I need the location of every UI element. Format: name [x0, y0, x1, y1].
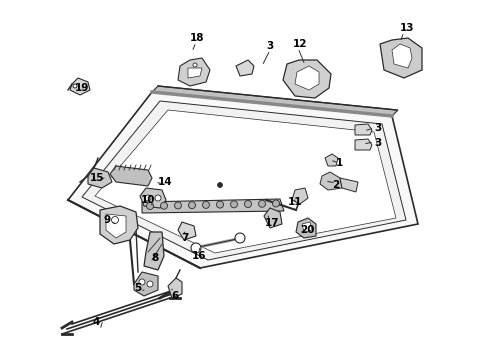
Polygon shape	[144, 232, 164, 270]
Circle shape	[230, 201, 238, 208]
Polygon shape	[302, 222, 312, 232]
Polygon shape	[340, 178, 358, 192]
Polygon shape	[188, 68, 202, 78]
Polygon shape	[292, 188, 308, 204]
Text: 3: 3	[374, 123, 382, 133]
Circle shape	[218, 183, 222, 188]
Polygon shape	[82, 101, 406, 260]
Text: 9: 9	[103, 215, 111, 225]
Polygon shape	[106, 214, 126, 238]
Circle shape	[139, 279, 145, 285]
Polygon shape	[295, 66, 319, 90]
Text: 7: 7	[181, 233, 189, 243]
Circle shape	[174, 202, 181, 209]
Polygon shape	[355, 124, 372, 135]
Text: 15: 15	[90, 173, 104, 183]
Circle shape	[259, 200, 266, 207]
Text: 16: 16	[192, 251, 206, 261]
Circle shape	[189, 202, 196, 209]
Circle shape	[147, 281, 153, 287]
Circle shape	[112, 216, 119, 224]
Circle shape	[245, 201, 251, 207]
Text: 11: 11	[288, 197, 302, 207]
Text: 19: 19	[75, 83, 89, 93]
Circle shape	[73, 84, 77, 88]
Text: 13: 13	[400, 23, 414, 33]
Polygon shape	[355, 139, 372, 150]
Text: 20: 20	[300, 225, 314, 235]
Polygon shape	[320, 172, 342, 190]
Polygon shape	[236, 60, 254, 76]
Polygon shape	[296, 218, 316, 238]
Polygon shape	[380, 38, 422, 78]
Polygon shape	[178, 222, 196, 240]
Polygon shape	[140, 188, 166, 208]
Polygon shape	[68, 92, 418, 268]
Polygon shape	[152, 86, 398, 116]
Text: 10: 10	[141, 195, 155, 205]
Text: 17: 17	[265, 218, 279, 228]
Text: 14: 14	[158, 177, 172, 187]
Polygon shape	[142, 199, 284, 213]
Text: 12: 12	[293, 39, 307, 49]
Circle shape	[202, 201, 210, 208]
Text: 3: 3	[374, 138, 382, 148]
Circle shape	[155, 195, 161, 201]
Text: 3: 3	[267, 41, 273, 51]
Circle shape	[272, 200, 279, 207]
Text: 1: 1	[335, 158, 343, 168]
Circle shape	[161, 202, 168, 209]
Circle shape	[145, 195, 151, 201]
Polygon shape	[392, 44, 412, 68]
Text: 2: 2	[332, 180, 340, 190]
Polygon shape	[100, 206, 138, 244]
Text: 6: 6	[172, 291, 179, 301]
Circle shape	[147, 202, 153, 210]
Polygon shape	[70, 78, 90, 95]
Polygon shape	[88, 168, 112, 188]
Circle shape	[193, 63, 197, 67]
Polygon shape	[178, 58, 210, 86]
Text: 8: 8	[151, 253, 159, 263]
Circle shape	[217, 201, 223, 208]
Polygon shape	[168, 278, 182, 298]
Polygon shape	[110, 166, 152, 186]
Text: 5: 5	[134, 283, 142, 293]
Text: 4: 4	[92, 317, 99, 327]
Polygon shape	[95, 110, 396, 253]
Polygon shape	[325, 154, 338, 166]
Polygon shape	[264, 208, 282, 228]
Circle shape	[191, 243, 201, 253]
Polygon shape	[134, 272, 158, 296]
Text: 18: 18	[190, 33, 204, 43]
Circle shape	[235, 233, 245, 243]
Polygon shape	[283, 60, 331, 98]
